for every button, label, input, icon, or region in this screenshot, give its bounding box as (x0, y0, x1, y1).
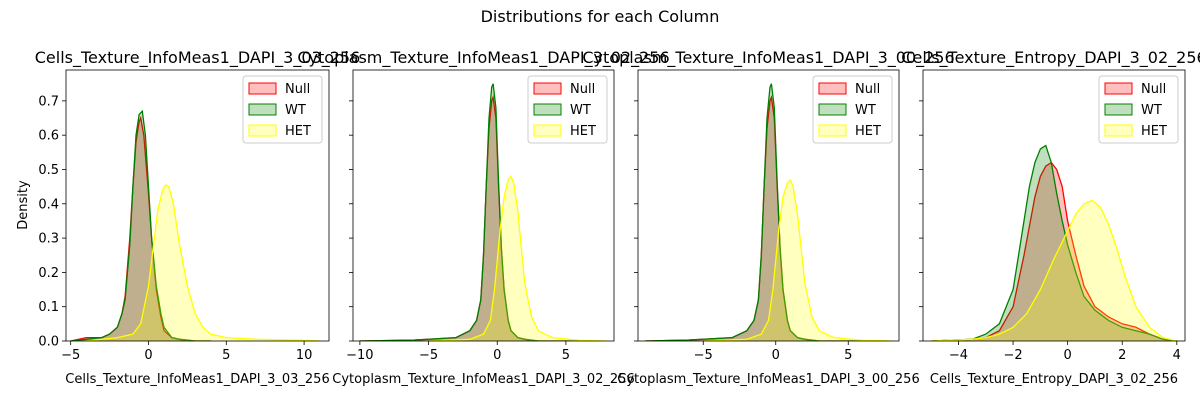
x-tick-label: 5 (562, 348, 570, 363)
x-tick-label: −5 (61, 348, 80, 363)
x-tick-label: 5 (222, 348, 230, 363)
density-area-het (931, 200, 1177, 341)
density-line-het (703, 178, 892, 341)
density-line-het (86, 184, 320, 341)
legend: Null WT HET (812, 75, 893, 144)
series-group (359, 83, 608, 341)
legend-swatch-het (248, 124, 277, 137)
density-area-null (70, 118, 211, 341)
legend-box (527, 75, 608, 144)
x-tick-label: 2 (1118, 348, 1126, 363)
legend-box (812, 75, 893, 144)
legend-swatch-wt (1104, 103, 1133, 116)
density-area-wt (70, 111, 211, 341)
legend-label-het: HET (1141, 124, 1167, 139)
x-tick-label: −4 (949, 348, 968, 363)
series-group (70, 109, 320, 341)
x-tick-label: −5 (419, 348, 438, 363)
panel-title: Cytoplasm_Texture_InfoMeas1_DAPI_3_02_25… (297, 48, 669, 68)
legend: Null WT HET (1098, 75, 1179, 144)
density-line-null (931, 161, 1177, 341)
y-tick-label: 0.0 (38, 335, 59, 350)
panel-title: Cells_Texture_InfoMeas1_DAPI_3_03_256 (35, 48, 361, 68)
x-tick-label: 0 (772, 348, 780, 363)
density-area-het (428, 176, 608, 341)
x-tick-label: 4 (1173, 348, 1181, 363)
x-tick-label: 5 (844, 348, 852, 363)
legend-swatch-wt (818, 103, 847, 116)
legend-label-null: Null (570, 82, 595, 97)
panel-2: −10 −5 0 5 Cytoplasm_Texture_InfoMeas1_DAPI_… (297, 48, 669, 387)
x-tick-label: 0 (1064, 348, 1072, 363)
x-axis-label: Cells_Texture_InfoMeas1_DAPI_3_03_256 (65, 372, 329, 387)
panel-title: Cells_Texture_Entropy_DAPI_3_02_256 (901, 48, 1200, 68)
y-tick-label: 0.6 (38, 129, 59, 144)
legend-swatch-het (818, 124, 847, 137)
legend-swatch-wt (533, 103, 562, 116)
panel-1: −5 0 5 10 0.0 0.1 0.2 0.3 0.4 0.5 0.6 0.7 Cells_Text… (35, 48, 361, 387)
legend: Null WT HET (527, 75, 608, 144)
legend-label-het: HET (570, 124, 596, 139)
legend-swatch-het (533, 124, 562, 137)
x-tick-label: 0 (144, 348, 152, 363)
density-line-wt (359, 83, 580, 341)
x-axis-label: Cytoplasm_Texture_InfoMeas1_DAPI_3_02_25… (332, 372, 634, 387)
y-tick-label: 0.3 (38, 232, 59, 247)
legend-swatch-wt (248, 103, 277, 116)
figure-title: Distributions for each Column (481, 7, 720, 26)
series-group (645, 83, 892, 341)
y-axis-label: Density (16, 180, 31, 230)
axes-frame (352, 69, 615, 342)
density-line-wt (645, 83, 863, 341)
legend-label-het: HET (855, 124, 881, 139)
legend-swatch-null (533, 82, 562, 95)
y-tick-label: 0.2 (38, 266, 59, 281)
legend-label-wt: WT (855, 103, 876, 118)
axes-frame (637, 69, 900, 342)
legend-label-null: Null (1141, 82, 1166, 97)
legend-box (242, 75, 323, 144)
legend-label-null: Null (855, 82, 880, 97)
x-tick-label: −2 (1003, 348, 1022, 363)
density-line-wt (931, 144, 1177, 341)
legend-swatch-null (248, 82, 277, 95)
legend-label-wt: WT (285, 103, 306, 118)
density-area-het (703, 179, 892, 341)
x-axis-label: Cells_Texture_Entropy_DAPI_3_02_256 (930, 372, 1178, 387)
panel-4: −4 −2 0 2 4 Cells_Texture_Entropy_DAPI_3_02_2… (901, 48, 1200, 387)
y-tick-label: 0.5 (38, 163, 59, 178)
legend-label-wt: WT (570, 103, 591, 118)
x-tick-label: −10 (346, 348, 373, 363)
x-axis-label: Cytoplasm_Texture_InfoMeas1_DAPI_3_00_25… (617, 372, 919, 387)
axes-frame (922, 69, 1186, 342)
legend: Null WT HET (242, 75, 323, 144)
panel-3: −5 0 5 Cytoplasm_Texture_InfoMeas1_DAPI_3_0… (582, 48, 954, 387)
legend-box (1098, 75, 1179, 144)
y-tick-label: 0.4 (38, 197, 59, 212)
legend-swatch-null (1104, 82, 1133, 95)
legend-label-null: Null (285, 82, 310, 97)
density-line-het (428, 175, 608, 341)
x-tick-label: 0 (493, 348, 501, 363)
y-tick-label: 0.7 (38, 94, 59, 109)
density-line-het (931, 199, 1177, 341)
series-group (931, 144, 1177, 341)
density-line-wt (70, 109, 211, 341)
legend-label-wt: WT (1141, 103, 1162, 118)
legend-swatch-null (818, 82, 847, 95)
x-tick-label: −5 (694, 348, 713, 363)
legend-label-het: HET (285, 124, 311, 139)
panel-title: Cytoplasm_Texture_InfoMeas1_DAPI_3_00_25… (582, 48, 954, 68)
x-tick-label: 10 (296, 348, 313, 363)
y-tick-label: 0.1 (38, 300, 59, 315)
density-area-null (931, 162, 1177, 341)
legend-swatch-het (1104, 124, 1133, 137)
axes-frame (65, 69, 330, 342)
density-area-wt (931, 145, 1177, 341)
